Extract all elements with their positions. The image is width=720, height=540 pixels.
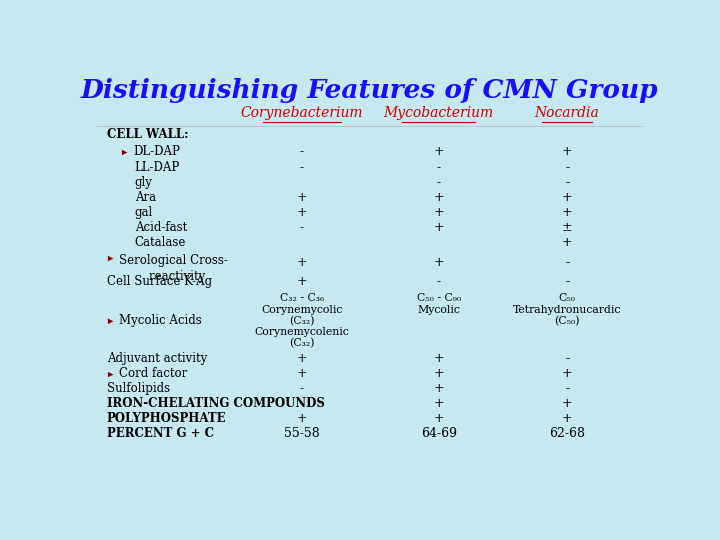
Text: POLYPHOSPHATE: POLYPHOSPHATE (107, 411, 226, 425)
Text: Mycolic Acids: Mycolic Acids (119, 314, 202, 327)
Text: PERCENT G + C: PERCENT G + C (107, 427, 214, 440)
Text: 55-58: 55-58 (284, 427, 320, 440)
Text: gal: gal (135, 206, 153, 219)
Text: Corynebacterium: Corynebacterium (240, 106, 364, 120)
Text: +: + (562, 397, 572, 410)
Text: -: - (565, 177, 569, 190)
Text: +: + (433, 352, 444, 365)
Text: 64-69: 64-69 (420, 427, 456, 440)
Text: Ara: Ara (135, 191, 156, 204)
Text: +: + (297, 206, 307, 219)
Text: -: - (300, 397, 304, 410)
Text: +: + (433, 382, 444, 395)
Text: +: + (297, 352, 307, 365)
Text: -: - (300, 145, 304, 158)
Text: -: - (300, 221, 304, 234)
Text: +: + (297, 275, 307, 288)
Text: +: + (297, 367, 307, 380)
Text: Tetrahydronucardic: Tetrahydronucardic (513, 305, 621, 315)
Text: -: - (565, 256, 569, 269)
Text: Sulfolipids: Sulfolipids (107, 382, 170, 395)
Text: -: - (437, 177, 441, 190)
Text: +: + (433, 256, 444, 269)
Text: Corynemycolic: Corynemycolic (261, 305, 343, 315)
Text: -: - (300, 161, 304, 174)
Text: -: - (565, 352, 569, 365)
Text: +: + (297, 256, 307, 269)
Text: +: + (433, 206, 444, 219)
Text: Catalase: Catalase (135, 237, 186, 249)
Text: Corynemycolenic: Corynemycolenic (255, 327, 349, 337)
Text: C₅₀: C₅₀ (559, 294, 575, 303)
Text: Nocardia: Nocardia (535, 106, 600, 120)
Text: Distinguishing Features of CMN Group: Distinguishing Features of CMN Group (80, 78, 658, 103)
Text: -: - (565, 275, 569, 288)
Text: ±: ± (562, 221, 572, 234)
Text: -: - (300, 382, 304, 395)
Text: LL-DAP: LL-DAP (135, 161, 180, 174)
Text: Acid-fast: Acid-fast (135, 221, 187, 234)
Text: +: + (562, 206, 572, 219)
Text: Mycolic: Mycolic (418, 305, 460, 315)
Text: 62-68: 62-68 (549, 427, 585, 440)
Text: Mycobacterium: Mycobacterium (384, 106, 494, 120)
Text: -: - (437, 275, 441, 288)
Text: +: + (562, 367, 572, 380)
Text: +: + (297, 191, 307, 204)
Text: Serological Cross-
        reactivity: Serological Cross- reactivity (119, 254, 228, 284)
Text: +: + (433, 397, 444, 410)
Text: Cord factor: Cord factor (119, 367, 187, 380)
Text: gly: gly (135, 177, 153, 190)
Text: Adjuvant activity: Adjuvant activity (107, 352, 207, 365)
Text: CELL WALL:: CELL WALL: (107, 128, 188, 141)
Text: (C₃₂): (C₃₂) (289, 339, 315, 349)
Text: +: + (562, 145, 572, 158)
Text: IRON-CHELATING COMPOUNDS: IRON-CHELATING COMPOUNDS (107, 397, 325, 410)
Text: +: + (433, 221, 444, 234)
Text: C₅₀ - C₉₀: C₅₀ - C₉₀ (417, 294, 461, 303)
Text: +: + (562, 411, 572, 425)
Text: Cell Surface K-Ag: Cell Surface K-Ag (107, 275, 212, 288)
Text: +: + (433, 145, 444, 158)
Text: C₃₂ - C₃₆: C₃₂ - C₃₆ (280, 294, 324, 303)
Text: DL-DAP: DL-DAP (133, 145, 180, 158)
Text: +: + (562, 237, 572, 249)
Text: -: - (565, 161, 569, 174)
Text: +: + (433, 191, 444, 204)
Text: +: + (433, 411, 444, 425)
Text: +: + (562, 191, 572, 204)
Text: -: - (565, 382, 569, 395)
Text: +: + (433, 367, 444, 380)
Text: -: - (437, 161, 441, 174)
Text: (C₃₂): (C₃₂) (289, 316, 315, 326)
Text: +: + (297, 411, 307, 425)
Text: (C₅₀): (C₅₀) (554, 316, 580, 326)
